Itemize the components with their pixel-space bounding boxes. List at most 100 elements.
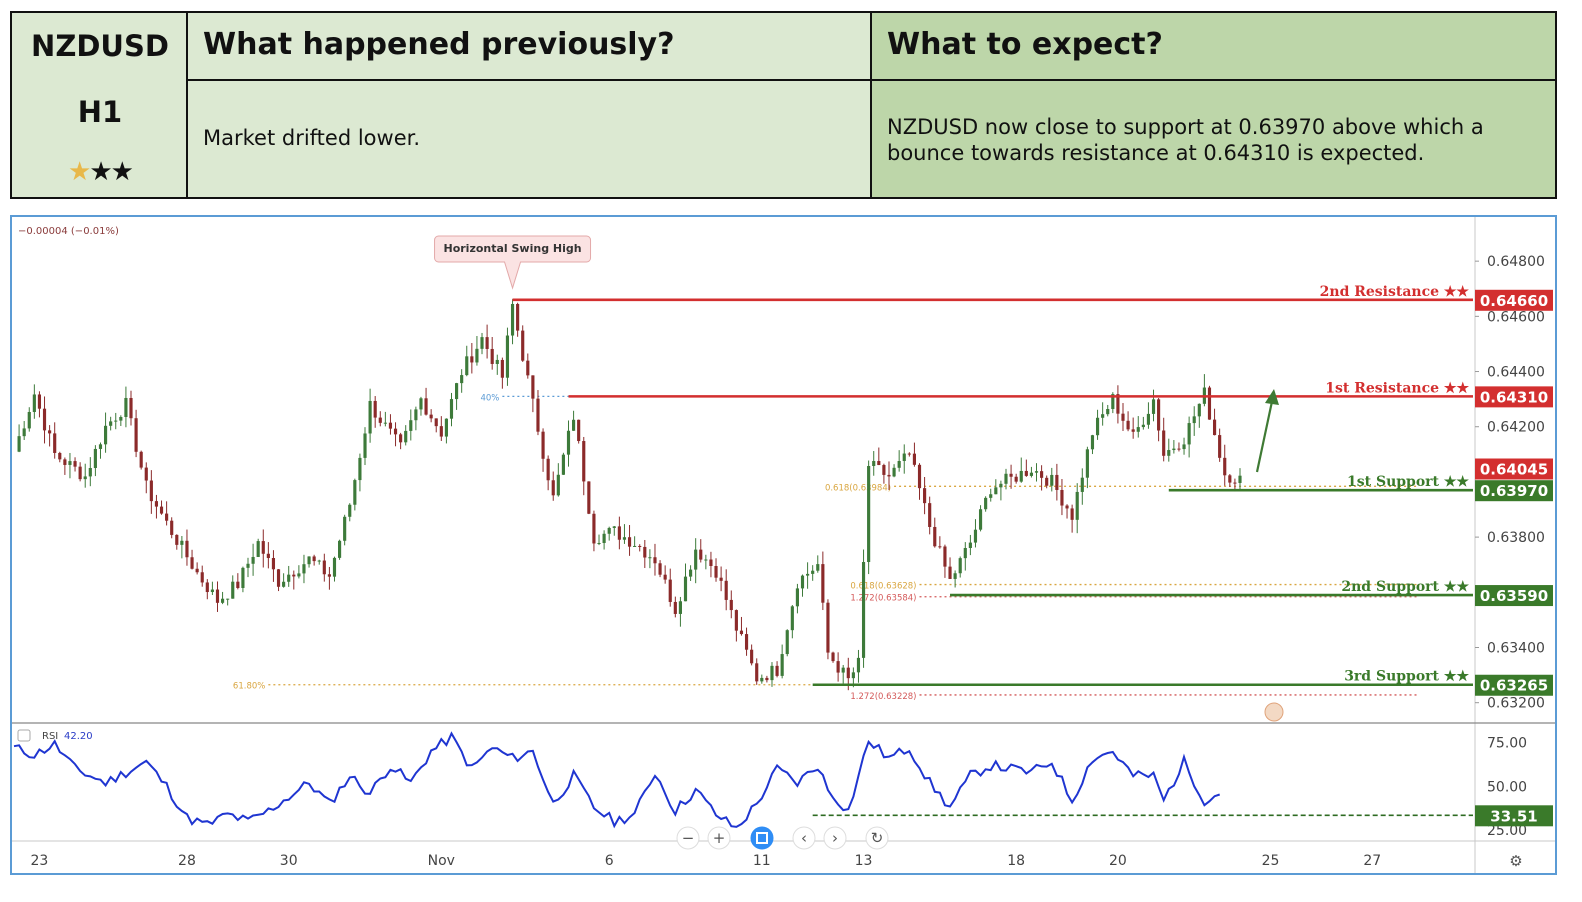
candle <box>302 564 306 574</box>
level-price-tag-label: 0.63265 <box>1480 677 1548 695</box>
chart-svg[interactable]: 61.80% 40% 0.618(0.63984) 0.618(0.63628) 1.2… <box>12 217 1555 873</box>
expect-body-cell: NZDUSD now close to support at 0.63970 a… <box>872 81 1555 197</box>
level-label: 2nd Support ★★ <box>1341 579 1469 595</box>
zoom-out-button[interactable]: − <box>676 826 700 850</box>
candle <box>897 461 901 468</box>
collapse-toggle-icon[interactable] <box>17 729 31 742</box>
candle <box>648 557 652 559</box>
candle <box>1085 449 1089 478</box>
candle <box>149 480 153 502</box>
candle <box>958 558 962 574</box>
candle <box>388 422 393 429</box>
candle <box>68 461 72 465</box>
level-price-tag-label: 0.63970 <box>1480 482 1548 500</box>
candle <box>831 652 835 662</box>
candle <box>231 581 235 599</box>
fib-label: 40% <box>480 393 499 403</box>
candle <box>210 589 214 593</box>
candle <box>841 667 845 673</box>
price-chart[interactable]: 61.80% 40% 0.618(0.63984) 0.618(0.63628) 1.2… <box>10 215 1557 875</box>
candle <box>582 441 586 482</box>
candle <box>607 527 611 534</box>
candle <box>154 501 159 507</box>
candle <box>241 567 245 588</box>
candle <box>236 581 240 588</box>
candle <box>739 630 744 635</box>
event-marker-icon <box>1264 702 1284 722</box>
candle <box>200 572 204 583</box>
candle <box>307 556 311 565</box>
candle <box>973 529 978 543</box>
price-tick-label: 0.64800 <box>1487 254 1545 270</box>
zoom-in-icon[interactable] <box>707 826 731 850</box>
reset-button[interactable]: ↻ <box>865 826 889 850</box>
candle <box>246 563 250 568</box>
rsi-tick-label: 25.00 <box>1487 823 1527 839</box>
candle <box>332 557 337 577</box>
level-label: 2nd Resistance ★★ <box>1320 284 1470 300</box>
candle <box>424 398 428 415</box>
level-price-tag <box>1475 289 1553 311</box>
candle <box>1197 403 1201 417</box>
zoom-in-button[interactable]: + <box>707 826 731 850</box>
candle <box>470 356 474 363</box>
time-tick-label: Nov <box>428 853 455 869</box>
candle <box>1136 427 1140 432</box>
candle <box>546 458 550 481</box>
price-tick-label: 0.63800 <box>1487 530 1545 546</box>
candle <box>724 580 728 600</box>
time-tick-label: 13 <box>855 853 873 869</box>
candle <box>261 541 265 554</box>
candle <box>694 549 698 570</box>
candle <box>948 566 952 579</box>
candle <box>500 359 504 378</box>
reset-view-icon[interactable] <box>750 826 774 850</box>
candle <box>1126 420 1130 430</box>
reset-icon[interactable] <box>865 826 889 850</box>
candle <box>1029 472 1034 476</box>
candle <box>139 451 143 468</box>
annotation-callout <box>434 235 592 290</box>
time-tick-label: 20 <box>1109 853 1127 869</box>
fib-label: 61.80% <box>233 682 265 692</box>
scroll-left-icon[interactable] <box>792 826 816 850</box>
candle <box>256 541 260 557</box>
fib-label: 1.272(0.63228) <box>850 692 916 702</box>
reset-view-button[interactable] <box>750 826 774 850</box>
candle <box>1024 470 1028 476</box>
candle <box>566 430 571 455</box>
time-tick-label: 27 <box>1363 853 1381 869</box>
candle <box>1223 457 1227 476</box>
candle <box>1106 408 1110 415</box>
time-tick-label: 23 <box>31 853 49 869</box>
candle <box>1014 476 1018 482</box>
price-tick-label: 0.64400 <box>1487 365 1545 381</box>
zoom-in-glyph: + <box>713 829 726 847</box>
candle <box>816 564 820 571</box>
candle <box>358 457 362 481</box>
candle <box>561 454 565 475</box>
zoom-out-icon[interactable] <box>676 826 700 850</box>
candle <box>292 574 296 577</box>
candle <box>383 422 387 424</box>
star-filled-icon: ★ <box>68 157 91 187</box>
candle <box>892 467 896 477</box>
candle <box>88 468 92 477</box>
candle <box>1065 505 1069 509</box>
settings-gear-icon: ⚙ <box>1509 852 1522 870</box>
prev-header-cell: What happened previously? <box>188 13 872 81</box>
candle <box>220 598 225 603</box>
candle <box>251 556 255 564</box>
scroll-left-button[interactable]: ‹ <box>792 826 816 850</box>
candle <box>851 672 855 679</box>
candle <box>480 337 484 349</box>
candle <box>1045 477 1049 486</box>
candle <box>42 408 47 431</box>
candle <box>297 573 301 577</box>
scroll-right-button[interactable]: › <box>823 826 847 850</box>
time-tick-label: 11 <box>753 853 771 869</box>
candle <box>943 546 947 567</box>
scroll-right-icon[interactable] <box>823 826 847 850</box>
candle <box>215 589 220 603</box>
candle <box>393 428 398 435</box>
